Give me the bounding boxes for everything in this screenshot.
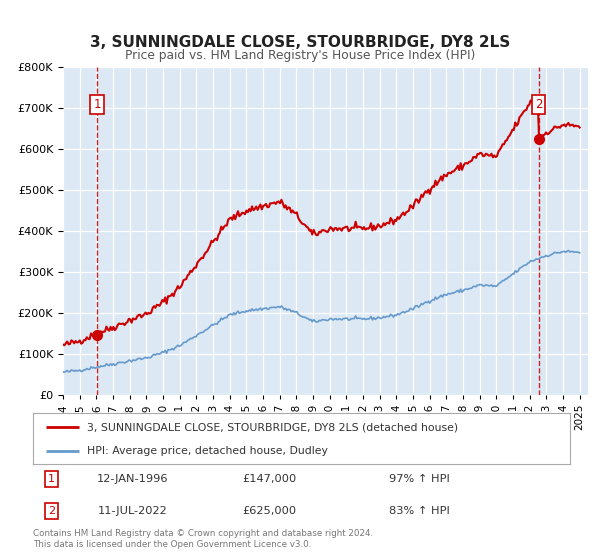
Text: £147,000: £147,000 xyxy=(242,474,296,484)
Text: 3, SUNNINGDALE CLOSE, STOURBRIDGE, DY8 2LS (detached house): 3, SUNNINGDALE CLOSE, STOURBRIDGE, DY8 2… xyxy=(87,422,458,432)
Text: Price paid vs. HM Land Registry's House Price Index (HPI): Price paid vs. HM Land Registry's House … xyxy=(125,49,475,62)
Text: 12-JAN-1996: 12-JAN-1996 xyxy=(97,474,168,484)
Text: 2: 2 xyxy=(535,97,542,110)
Text: £625,000: £625,000 xyxy=(242,506,296,516)
Text: 97% ↑ HPI: 97% ↑ HPI xyxy=(389,474,450,484)
Text: Contains HM Land Registry data © Crown copyright and database right 2024.
This d: Contains HM Land Registry data © Crown c… xyxy=(33,529,373,549)
Text: 83% ↑ HPI: 83% ↑ HPI xyxy=(389,506,450,516)
Text: 2: 2 xyxy=(48,506,55,516)
Text: 1: 1 xyxy=(48,474,55,484)
Text: 3, SUNNINGDALE CLOSE, STOURBRIDGE, DY8 2LS: 3, SUNNINGDALE CLOSE, STOURBRIDGE, DY8 2… xyxy=(90,35,510,50)
Text: 11-JUL-2022: 11-JUL-2022 xyxy=(97,506,167,516)
Text: HPI: Average price, detached house, Dudley: HPI: Average price, detached house, Dudl… xyxy=(87,446,328,456)
Text: 1: 1 xyxy=(93,97,101,110)
